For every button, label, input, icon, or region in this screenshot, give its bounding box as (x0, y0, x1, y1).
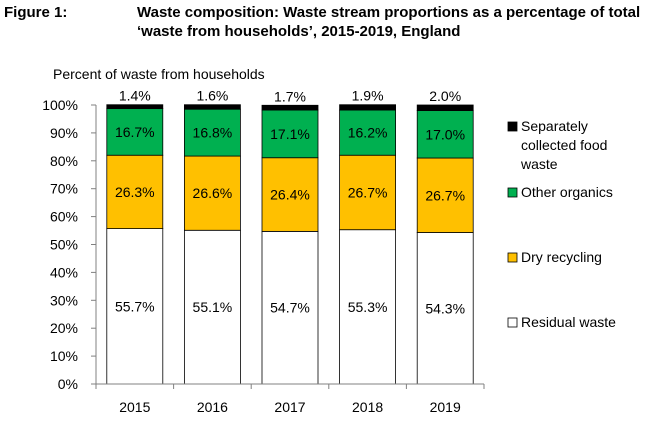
x-tick-label-2015: 2015 (119, 399, 150, 415)
y-axis-label: Percent of waste from households (53, 66, 265, 82)
bar-segment-2017-3 (261, 104, 319, 111)
data-label-2016-1: 26.6% (193, 185, 233, 201)
data-label-2015-3: 1.4% (119, 88, 151, 104)
y-tick-label: 70% (50, 181, 78, 197)
legend-label-3-0: Residual waste (521, 314, 616, 330)
data-label-2015-2: 16.7% (115, 124, 155, 140)
bar-segment-2018-2 (339, 109, 397, 156)
y-tick-label: 60% (50, 209, 78, 225)
y-tick-label: 30% (50, 292, 78, 308)
data-label-2015-1: 26.3% (115, 184, 155, 200)
y-tick-label: 20% (50, 320, 78, 336)
x-tick-label-2016: 2016 (197, 399, 228, 415)
bar-segment-2016-2 (183, 108, 241, 157)
data-label-2018-2: 16.2% (348, 125, 388, 141)
bar-segment-2015-3 (106, 104, 164, 110)
bar-segment-2016-0 (183, 229, 241, 385)
x-tick-label-2017: 2017 (274, 399, 305, 415)
bar-segment-2019-3 (416, 104, 474, 111)
data-label-2016-3: 1.6% (196, 88, 228, 104)
bar-segment-2015-0 (106, 228, 164, 385)
legend-label-0-0: Separately (521, 118, 588, 134)
legend-swatch-2 (507, 252, 518, 263)
bar-segment-2016-3 (183, 104, 241, 110)
legend-label-0-2: waste (520, 156, 558, 172)
legend-label-1-0: Other organics (521, 184, 613, 200)
legend-swatch-0 (507, 121, 518, 132)
bar-segment-2018-3 (339, 104, 397, 111)
data-label-2017-2: 17.1% (270, 126, 310, 142)
legend-swatch-1 (507, 187, 518, 198)
bar-segment-2015-2 (106, 108, 164, 156)
bar-segment-2017-2 (261, 109, 319, 159)
bar-segment-2018-1 (339, 154, 397, 231)
data-label-2019-2: 17.0% (425, 126, 465, 142)
data-label-2016-2: 16.8% (193, 125, 233, 141)
y-tick-label: 80% (50, 153, 78, 169)
figure-label: Figure 1: (4, 4, 68, 21)
data-label-2017-0: 54.7% (270, 300, 310, 316)
data-label-2019-1: 26.7% (425, 187, 465, 203)
data-label-2017-3: 1.7% (274, 88, 306, 104)
data-label-2018-3: 1.9% (352, 88, 384, 104)
x-tick-label-2018: 2018 (352, 399, 383, 415)
x-tick-label-2019: 2019 (430, 399, 461, 415)
y-tick-label: 0% (58, 376, 78, 392)
data-label-2018-1: 26.7% (348, 184, 388, 200)
bar-segment-2019-0 (416, 232, 474, 385)
y-tick-label: 10% (50, 348, 78, 364)
data-label-2019-3: 2.0% (429, 88, 461, 104)
legend-label-2-0: Dry recycling (521, 249, 602, 265)
y-tick-label: 100% (42, 97, 78, 113)
y-tick-label: 50% (50, 237, 78, 253)
data-label-2019-0: 54.3% (425, 300, 465, 316)
legend-swatch-3 (507, 317, 518, 328)
bar-segment-2015-1 (106, 154, 164, 229)
bar-segment-2019-1 (416, 157, 474, 233)
data-label-2017-1: 26.4% (270, 187, 310, 203)
y-tick-label: 90% (50, 125, 78, 141)
data-label-2016-0: 55.1% (193, 299, 233, 315)
bar-segment-2018-0 (339, 229, 397, 385)
bar-segment-2016-1 (183, 155, 241, 231)
data-label-2015-0: 55.7% (115, 298, 155, 314)
figure-title: Waste composition: Waste stream proporti… (137, 4, 641, 40)
legend-label-0-1: collected food (521, 137, 607, 153)
data-label-2018-0: 55.3% (348, 299, 388, 315)
y-tick-label: 40% (50, 264, 78, 280)
